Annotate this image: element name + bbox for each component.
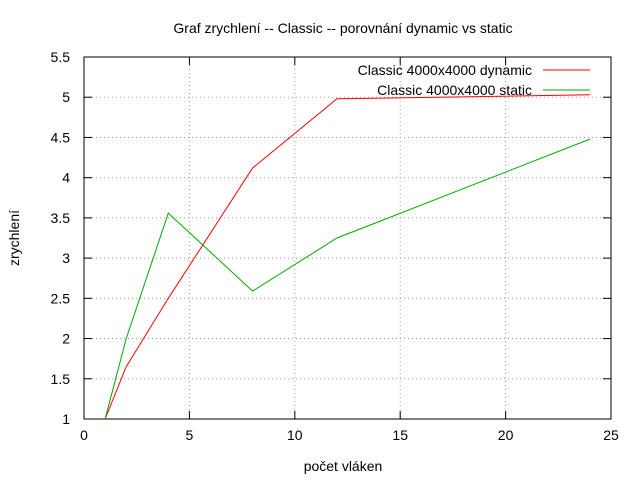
x-tick-label: 25 — [603, 427, 619, 443]
x-tick-label: 15 — [392, 427, 408, 443]
x-axis-label: počet vláken — [304, 458, 383, 474]
x-tick-label: 5 — [186, 427, 194, 443]
x-tick-label: 0 — [80, 427, 88, 443]
series-line-dynamic — [104, 94, 590, 420]
y-tick-label: 2 — [62, 331, 70, 347]
series-line-static — [104, 138, 591, 420]
axes: 0 5 10 15 20 25 1 1.5 2 2.5 3 3.5 4 4.5 5 5.5 — [51, 49, 619, 443]
y-tick-label: 1.5 — [51, 371, 71, 387]
grid — [84, 57, 611, 419]
plot-frame — [83, 56, 612, 420]
series — [104, 94, 591, 420]
legend-label: Classic 4000x4000 dynamic — [358, 62, 532, 78]
y-axis-label: zrychlení — [6, 210, 22, 266]
y-tick-label: 4 — [62, 170, 70, 186]
y-tick-label: 5.5 — [51, 49, 71, 65]
x-tick-label: 20 — [498, 427, 514, 443]
y-tick-label: 4.5 — [51, 129, 71, 145]
y-tick-label: 2.5 — [51, 290, 71, 306]
y-tick-label: 3.5 — [51, 210, 71, 226]
x-tick-label: 10 — [287, 427, 303, 443]
legend-label: Classic 4000x4000 static — [377, 82, 532, 98]
y-tick-label: 1 — [62, 411, 70, 427]
y-tick-label: 5 — [62, 89, 70, 105]
legend: Classic 4000x4000 dynamic Classic 4000x40… — [358, 62, 590, 98]
y-tick-label: 3 — [62, 250, 70, 266]
chart-title: Graf zrychlení -- Classic -- porovnání d… — [173, 20, 512, 36]
